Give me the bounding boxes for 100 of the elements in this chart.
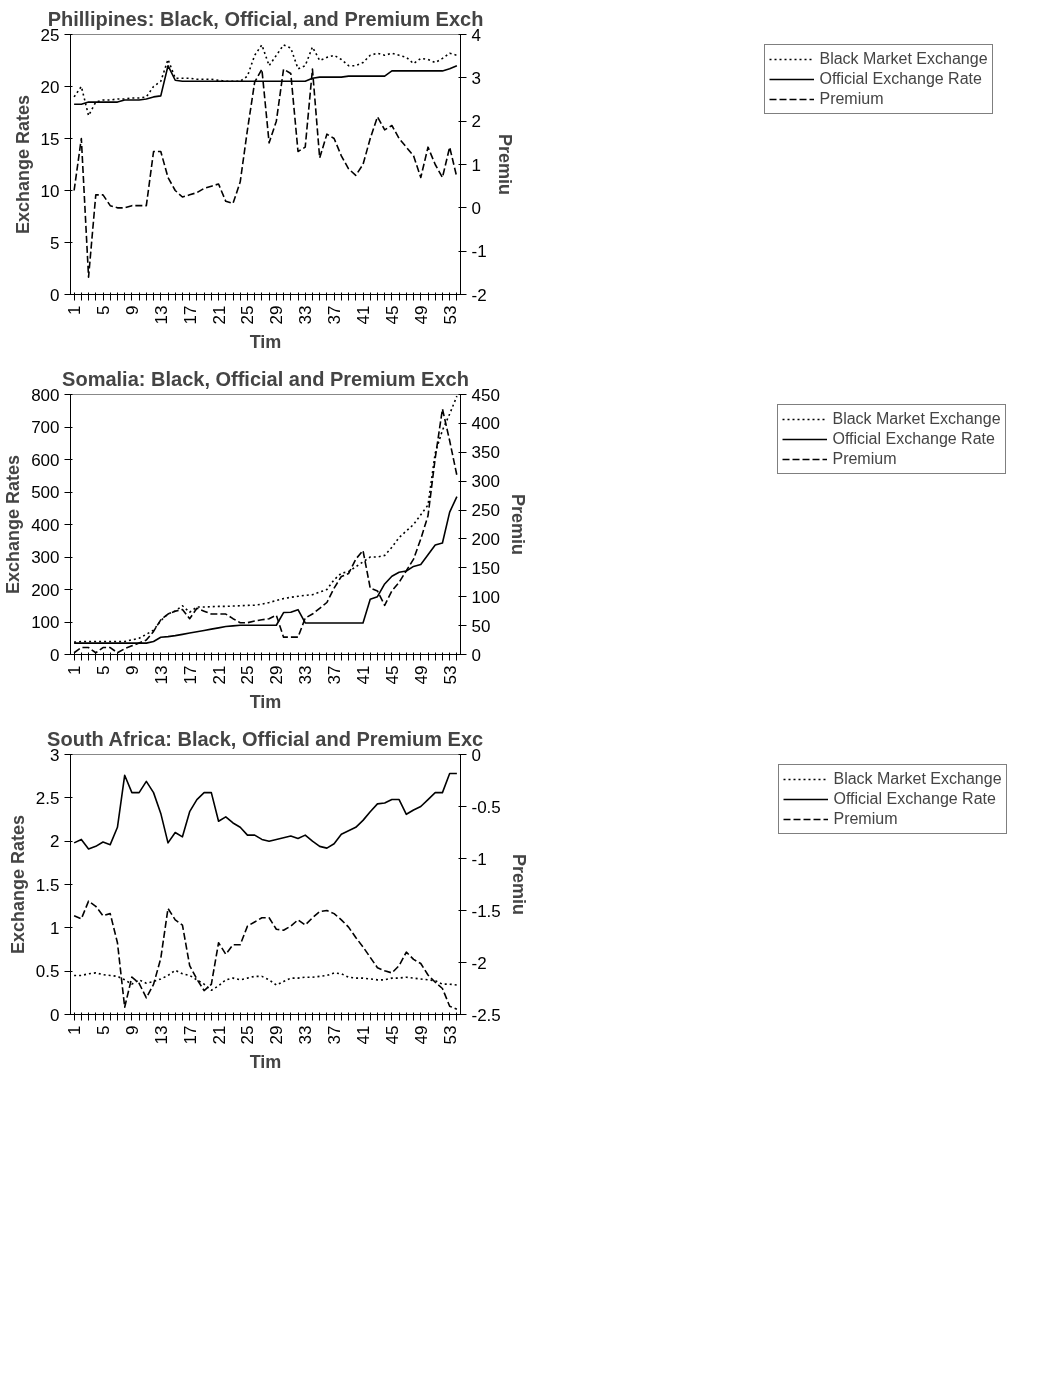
y-tick-label: 0 — [50, 1005, 60, 1025]
y-axis-title: Exchange Rates — [3, 454, 24, 595]
x-tick-label: 5 — [94, 305, 113, 315]
x-tick-label: 9 — [122, 1025, 142, 1035]
x-tick-label: 5 — [94, 1025, 113, 1035]
y2-tick-label: -2 — [471, 953, 487, 973]
y2-tick-label: 100 — [471, 587, 500, 607]
x-tick-label: 41 — [354, 305, 373, 325]
x-tick-label: 37 — [325, 665, 345, 685]
x-tick-label: 33 — [296, 1025, 316, 1045]
y2-axis-title: Premiu — [508, 853, 529, 916]
y2-tick-label: 50 — [471, 616, 491, 636]
y-tick-label: 400 — [31, 515, 60, 535]
x-tick-label: 49 — [411, 305, 431, 325]
x-tick-label: 37 — [325, 1025, 345, 1045]
legend-label: Official Exchange Rate — [833, 790, 996, 808]
y-tick-label: 10 — [40, 181, 60, 201]
x-tick-label: 29 — [267, 1025, 287, 1045]
y2-tick-label: 200 — [471, 529, 500, 549]
x-tick-label: 53 — [440, 305, 460, 325]
x-tick-label: 9 — [122, 665, 142, 675]
x-tick-label: 45 — [382, 665, 402, 685]
y2-tick-label: -1 — [471, 242, 487, 262]
x-tick-label: 1 — [65, 305, 85, 315]
legend-label: Black Market Exchange — [832, 410, 1001, 428]
x-tick-label: 53 — [440, 1025, 460, 1045]
legend-label: Premium — [832, 450, 897, 468]
y2-tick-label: -2.5 — [471, 1005, 501, 1025]
x-tick-label: 21 — [209, 305, 229, 325]
x-tick-label: 25 — [238, 665, 258, 685]
y-tick-label: 2 — [50, 832, 60, 852]
y-tick-label: 100 — [31, 613, 60, 632]
x-tick-label: 37 — [325, 305, 345, 325]
x-tick-label: 45 — [382, 1025, 402, 1045]
y2-tick-label: 0 — [471, 198, 481, 218]
x-tick-label: 25 — [238, 1025, 258, 1045]
y-tick-label: 200 — [31, 580, 60, 600]
legend-label: Black Market Exchange — [833, 770, 1002, 788]
y2-tick-label: -0.5 — [471, 797, 501, 817]
y2-tick-label: 450 — [471, 385, 500, 405]
chart-title: Somalia: Black, Official and Premium Exch — [62, 367, 469, 390]
y-tick-label: 20 — [40, 77, 60, 97]
legend-label: Official Exchange Rate — [832, 430, 995, 448]
y2-tick-label: 0 — [471, 645, 481, 665]
x-axis-title: Tim — [249, 332, 282, 353]
line-series — [73, 900, 458, 1011]
x-axis-title: Tim — [249, 692, 282, 713]
y-axis-title: Exchange Rates — [7, 814, 28, 955]
y2-tick-label: -1.5 — [471, 901, 501, 921]
y-tick-label: 600 — [31, 450, 60, 470]
y-axis-title: Exchange Rates — [12, 94, 33, 235]
x-tick-label: 29 — [267, 305, 287, 325]
x-tick-label: 5 — [94, 665, 113, 675]
x-tick-label: 13 — [151, 305, 171, 325]
line-series — [73, 772, 458, 850]
x-tick-label: 13 — [151, 1025, 171, 1045]
y-tick-label: 0 — [50, 285, 60, 305]
y2-tick-label: 1 — [471, 155, 481, 175]
x-axis-title: Tim — [249, 1052, 282, 1073]
x-tick-label: 1 — [65, 1025, 85, 1035]
x-tick-label: 21 — [209, 1025, 229, 1045]
y2-tick-label: 3 — [471, 68, 481, 88]
y-tick-label: 1.5 — [35, 875, 60, 895]
x-tick-label: 33 — [296, 305, 316, 325]
y2-tick-label: 400 — [471, 414, 500, 434]
y-tick-label: 500 — [31, 483, 60, 502]
x-tick-label: 45 — [382, 305, 402, 325]
x-tick-label: 53 — [440, 665, 460, 685]
y-tick-label: 2.5 — [35, 788, 60, 808]
y-tick-label: 0.5 — [35, 962, 60, 982]
legend-label: Premium — [819, 90, 884, 108]
x-tick-label: 41 — [354, 1025, 373, 1045]
y2-tick-label: 250 — [471, 501, 500, 521]
y2-tick-label: 2 — [471, 112, 481, 132]
x-tick-label: 17 — [180, 665, 200, 685]
y-tick-label: 1 — [50, 918, 60, 938]
y-tick-label: 700 — [31, 418, 60, 437]
y-tick-label: 800 — [31, 385, 60, 405]
y-tick-label: 5 — [50, 233, 60, 253]
x-tick-label: 9 — [122, 305, 142, 315]
line-series — [73, 44, 458, 117]
y-tick-label: 300 — [31, 548, 60, 567]
x-tick-label: 49 — [411, 1025, 431, 1045]
x-tick-label: 1 — [65, 665, 85, 675]
y-tick-label: 15 — [40, 129, 60, 149]
legend-label: Official Exchange Rate — [819, 70, 982, 88]
x-tick-label: 17 — [180, 1025, 200, 1045]
x-tick-label: 29 — [267, 665, 287, 685]
y2-axis-title: Premiu — [507, 493, 528, 556]
x-tick-label: 49 — [411, 665, 431, 685]
y2-axis-title: Premiu — [494, 133, 515, 196]
x-tick-label: 25 — [238, 305, 258, 325]
y2-tick-label: 150 — [471, 558, 500, 578]
y2-tick-label: -1 — [471, 849, 487, 869]
x-tick-label: 33 — [296, 665, 316, 685]
legend-label: Black Market Exchange — [819, 50, 988, 68]
x-tick-label: 21 — [209, 665, 229, 685]
y-tick-label: 0 — [50, 645, 60, 665]
x-tick-label: 41 — [354, 665, 373, 685]
y2-tick-label: 300 — [471, 472, 500, 492]
